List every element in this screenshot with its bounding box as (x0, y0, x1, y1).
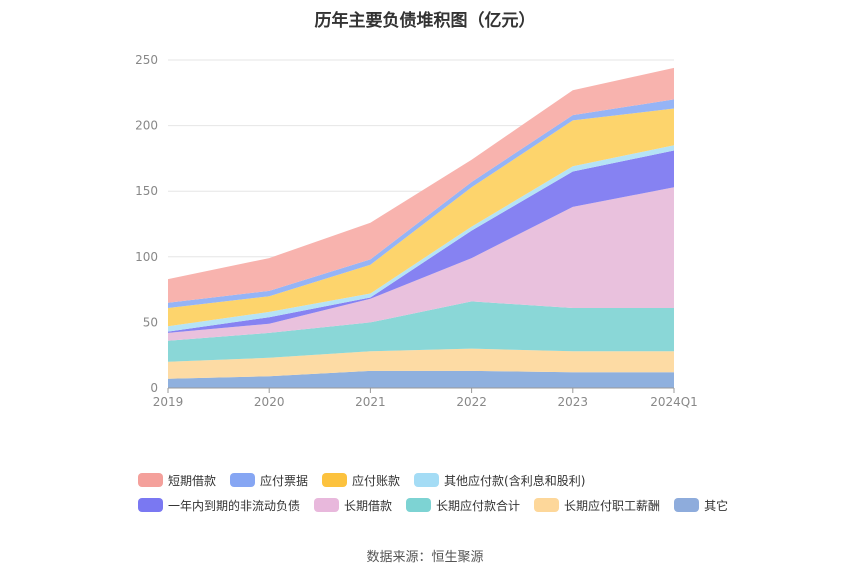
data-source-note: 数据来源：恒生聚源 (366, 550, 484, 565)
legend-item[interactable]: 其他应付款(含利息和股利) (414, 472, 585, 489)
legend-swatch (314, 498, 340, 512)
legend-label: 长期应付职工薪酬 (564, 498, 661, 513)
legend-swatch (230, 473, 256, 487)
area-series-2 (168, 301, 674, 362)
legend-item[interactable]: 应付票据 (230, 472, 308, 489)
y-tick-label: 250 (135, 53, 158, 67)
legend-label: 其它 (704, 498, 729, 513)
legend-item[interactable]: 应付账款 (322, 472, 400, 489)
chart-legend[interactable]: 短期借款 应付票据 应付账款 其他应付款(含利息和股利) 一年内到期的非流动负债 长期借款… (138, 472, 758, 522)
legend-item[interactable]: 短期借款 (138, 472, 216, 489)
area-series-3 (168, 187, 674, 341)
area-series-6 (168, 108, 674, 327)
x-tick-label: 2023 (558, 395, 589, 409)
legend-swatch (322, 473, 348, 487)
x-tick-label: 2019 (153, 395, 184, 409)
area-series-4 (168, 150, 674, 333)
x-tick-label: 2022 (456, 395, 487, 409)
area-series-1 (168, 348, 674, 379)
legend-label: 长期应付款合计 (436, 498, 521, 513)
y-tick-label: 50 (143, 315, 158, 329)
area-series-8 (168, 67, 674, 303)
legend-label: 一年内到期的非流动负债 (168, 498, 301, 513)
legend-swatch (414, 473, 440, 487)
legend-swatch (138, 473, 163, 487)
legend-item[interactable]: 长期借款 (314, 497, 392, 514)
stacked-area-chart: 0 50 100 150 200 250 2019 2020 2021 2022 2023 2024Q… (135, 53, 698, 409)
legend-label: 其他应付款(含利息和股利) (444, 473, 586, 488)
legend-item[interactable]: 其它 (674, 497, 728, 514)
legend-swatch (674, 498, 700, 512)
legend-item[interactable]: 长期应付款合计 (406, 497, 520, 514)
x-tick-label: 2021 (355, 395, 386, 409)
legend-label: 应付票据 (260, 473, 309, 488)
y-tick-label: 150 (135, 184, 158, 198)
legend-swatch (138, 498, 163, 512)
chart-title: 历年主要负债堆积图（亿元） (314, 11, 536, 31)
legend-item[interactable]: 长期应付职工薪酬 (534, 497, 660, 514)
legend-item[interactable]: 一年内到期的非流动负债 (138, 497, 300, 514)
legend-row: 一年内到期的非流动负债 长期借款 长期应付款合计 长期应付职工薪酬 其它 (138, 497, 758, 513)
legend-row: 短期借款 应付票据 应付账款 其他应付款(含利息和股利) (138, 472, 758, 488)
y-tick-label: 0 (150, 381, 158, 395)
area-series-0 (168, 370, 674, 388)
y-tick-label: 100 (135, 250, 158, 264)
legend-label: 短期借款 (168, 473, 217, 488)
legend-swatch (534, 498, 560, 512)
legend-swatch (406, 498, 432, 512)
legend-label: 长期借款 (344, 498, 393, 513)
y-tick-label: 200 (135, 119, 158, 133)
legend-label: 应付账款 (352, 473, 401, 488)
x-tick-label: 2024Q1 (650, 395, 698, 409)
x-tick-label: 2020 (254, 395, 285, 409)
